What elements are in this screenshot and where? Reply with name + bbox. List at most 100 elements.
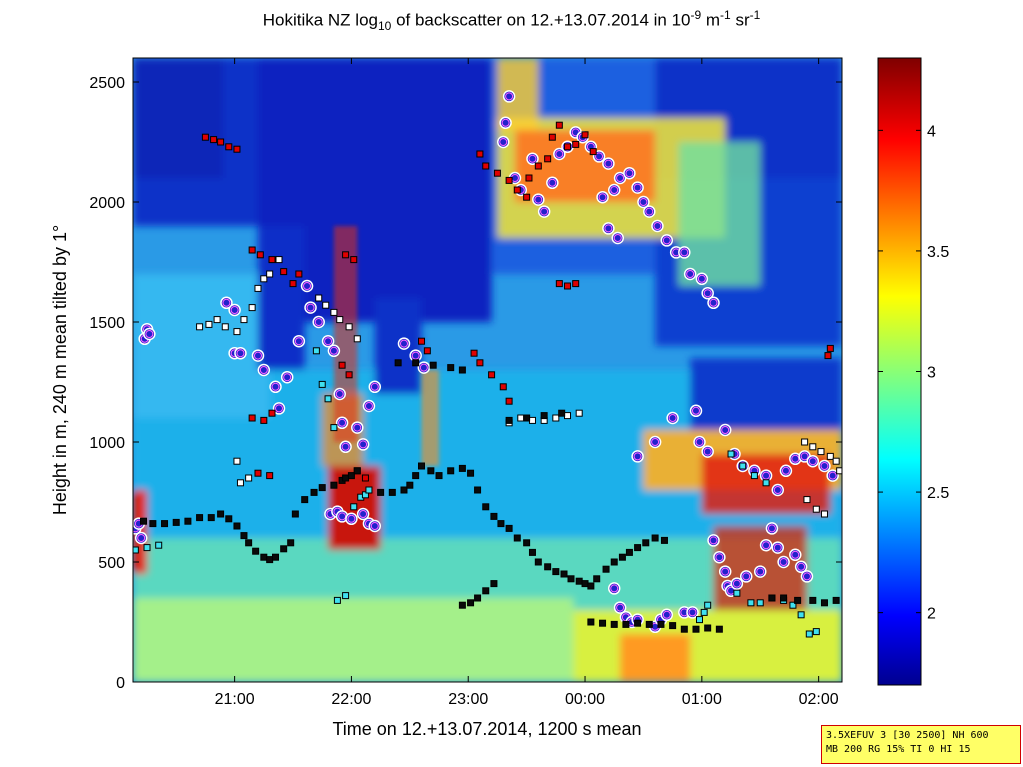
square-marker	[548, 133, 556, 141]
square-marker	[172, 518, 180, 526]
square-marker	[233, 522, 241, 530]
square-marker	[715, 625, 723, 633]
square-marker	[513, 534, 521, 542]
cloud-dot-ring	[781, 466, 790, 475]
square-marker	[280, 268, 288, 276]
title-sup-1: -9	[690, 8, 702, 22]
title-part-3: m	[701, 10, 721, 30]
square-marker	[458, 366, 466, 374]
square-marker	[254, 469, 262, 477]
cloud-dot-ring	[616, 174, 625, 182]
square-marker	[528, 548, 536, 556]
cloud-dot-ring	[359, 510, 368, 518]
square-marker	[618, 553, 626, 561]
square-marker	[143, 544, 151, 552]
square-marker	[233, 457, 241, 465]
square-marker	[429, 361, 437, 369]
square-marker	[474, 486, 482, 494]
square-marker	[836, 467, 842, 475]
cloud-dot-ring	[709, 298, 718, 307]
square-marker	[704, 601, 712, 609]
square-marker	[692, 625, 700, 633]
square-marker	[525, 174, 533, 182]
x-axis-label: Time on 12.+13.07.2014, 1200 s mean	[332, 719, 641, 739]
y-tick-label: 2000	[89, 195, 125, 212]
square-marker	[826, 344, 834, 352]
colorbar-tick-label: 2.5	[927, 485, 949, 502]
square-marker	[361, 491, 369, 499]
square-marker	[330, 424, 338, 432]
cloud-dot-ring	[411, 351, 420, 360]
title-sup-2: -1	[720, 8, 731, 22]
square-marker	[634, 544, 642, 552]
square-marker	[700, 608, 708, 616]
cloud-dot-ring	[721, 567, 730, 576]
square-marker	[213, 316, 221, 324]
square-marker	[544, 563, 552, 571]
square-marker	[803, 496, 811, 504]
cloud-dot-ring	[662, 236, 671, 245]
cloud-dot-ring	[802, 572, 811, 581]
square-marker	[564, 412, 572, 420]
heatmap-cell	[133, 274, 270, 418]
x-tick-label: 22:00	[331, 691, 371, 708]
title-part-4: sr	[730, 10, 750, 30]
square-marker	[342, 474, 350, 482]
heatmap-cell	[374, 298, 422, 394]
square-marker	[240, 532, 248, 540]
square-marker	[427, 467, 435, 475]
square-marker	[338, 361, 346, 369]
square-marker	[412, 359, 420, 367]
square-marker	[497, 520, 505, 528]
square-marker	[564, 282, 572, 290]
square-marker	[394, 359, 402, 367]
cloud-dot-ring	[275, 404, 284, 413]
square-marker	[447, 364, 455, 372]
cloud-dot-ring	[236, 349, 245, 358]
square-marker	[400, 486, 408, 494]
marker-series	[133, 90, 839, 634]
square-marker	[567, 575, 575, 583]
square-marker	[318, 484, 326, 492]
square-marker	[225, 515, 233, 523]
cloud-dot-ring	[598, 193, 607, 202]
square-marker	[184, 517, 192, 525]
square-marker	[581, 131, 589, 139]
square-marker	[291, 510, 299, 518]
square-marker	[660, 536, 668, 544]
square-marker	[704, 624, 712, 632]
cloud-dot-ring	[335, 390, 344, 398]
square-marker	[513, 186, 521, 194]
cloud-dot-ring	[686, 270, 695, 278]
square-marker	[361, 474, 369, 482]
heatmap-cell	[133, 598, 574, 682]
square-marker	[205, 320, 213, 328]
square-marker	[330, 308, 338, 316]
cloud-dot-ring	[828, 471, 837, 480]
square-marker	[805, 630, 813, 638]
square-marker	[266, 472, 274, 480]
square-marker	[488, 371, 496, 379]
square-marker	[353, 467, 361, 475]
cloud-dot-ring	[688, 608, 697, 617]
cloud-dot-ring	[271, 382, 280, 391]
square-marker	[490, 580, 498, 588]
cloud-dot-ring	[540, 207, 549, 216]
square-marker	[345, 371, 353, 379]
title-sup-3: -1	[749, 8, 761, 22]
square-marker	[809, 596, 817, 604]
cloud-dot-ring	[359, 440, 368, 449]
square-marker	[268, 409, 276, 417]
square-marker	[558, 409, 566, 417]
cloud-dot-ring	[800, 452, 809, 461]
x-tick-label: 00:00	[565, 691, 605, 708]
square-marker	[266, 556, 274, 564]
cloud-dot-ring	[145, 330, 154, 338]
square-marker	[490, 512, 498, 520]
square-marker	[572, 140, 580, 148]
cloud-dot-ring	[773, 486, 782, 494]
square-marker	[768, 594, 776, 602]
square-marker	[572, 280, 580, 288]
cloud-dot-ring	[762, 541, 771, 550]
